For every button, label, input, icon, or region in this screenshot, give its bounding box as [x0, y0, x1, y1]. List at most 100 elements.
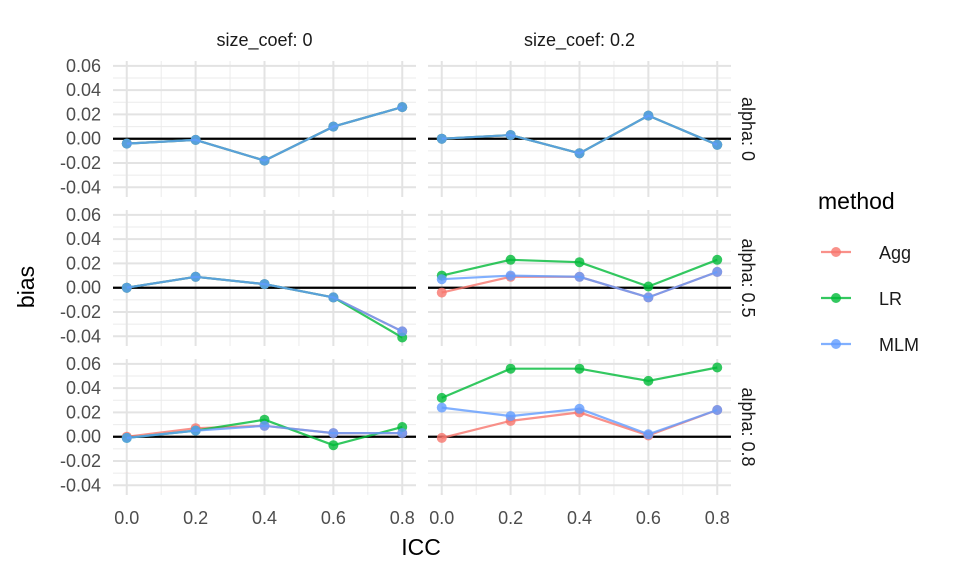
- data-point-mlm: [259, 279, 270, 290]
- data-point-lr: [643, 375, 654, 386]
- facet-row-label: alpha: 0.5: [738, 238, 758, 317]
- data-point-mlm: [574, 148, 585, 159]
- y-tick-label: 0.06: [66, 205, 101, 225]
- data-point-mlm: [574, 403, 585, 414]
- data-point-mlm: [121, 282, 132, 293]
- data-point-mlm: [436, 133, 447, 144]
- y-tick-label: 0.06: [66, 354, 101, 374]
- data-point-mlm: [436, 402, 447, 413]
- data-point-mlm: [328, 121, 339, 132]
- data-point-lr: [505, 254, 516, 265]
- x-axis-title: ICC: [401, 534, 441, 560]
- facet-column-label: size_coef: 0: [216, 30, 312, 51]
- legend-label: Agg: [879, 243, 911, 263]
- legend-item: Agg: [821, 243, 911, 263]
- x-tick-label: 0.6: [636, 508, 661, 528]
- data-point-lr: [574, 363, 585, 374]
- data-point-mlm: [712, 405, 723, 415]
- panel-series-group: [436, 254, 723, 303]
- legend-title: method: [818, 188, 895, 214]
- panel: [428, 210, 731, 346]
- data-point-mlm: [121, 138, 132, 149]
- panel: [428, 61, 731, 197]
- legend-label: LR: [879, 289, 902, 309]
- data-point-lr: [574, 257, 585, 268]
- data-point-lr: [712, 254, 723, 265]
- y-tick-label: 0.00: [66, 427, 101, 447]
- y-tick-label: 0.00: [66, 129, 101, 149]
- data-point-lr: [643, 281, 654, 292]
- y-tick-label: 0.04: [66, 378, 101, 398]
- legend-key-point: [831, 247, 841, 257]
- legend-label: MLM: [879, 335, 919, 355]
- facet-row-label: alpha: 0: [738, 97, 758, 161]
- data-point-mlm: [190, 425, 201, 436]
- y-tick-label: 0.04: [66, 80, 101, 100]
- data-point-mlm: [505, 411, 516, 422]
- y-tick-label: -0.04: [60, 177, 101, 197]
- data-point-lr: [505, 363, 516, 374]
- panel-series-group: [436, 110, 723, 159]
- y-tick-label: 0.02: [66, 402, 101, 422]
- y-tick-label: -0.02: [60, 302, 101, 322]
- data-point-mlm: [643, 110, 654, 121]
- legend-item: MLM: [821, 335, 919, 355]
- data-point-mlm: [397, 428, 408, 439]
- x-tick-label: 0.4: [252, 508, 277, 528]
- y-axis-title: bias: [13, 266, 39, 308]
- panel-series-group: [121, 271, 408, 343]
- data-point-mlm: [574, 271, 585, 282]
- panels: -0.04-0.020.000.020.040.06-0.04-0.020.00…: [60, 30, 758, 528]
- x-tick-label: 0.6: [321, 508, 346, 528]
- data-point-mlm: [328, 292, 339, 303]
- x-tick-label: 0.0: [429, 508, 454, 528]
- y-tick-label: 0.00: [66, 278, 101, 298]
- data-point-mlm: [121, 432, 132, 443]
- legend-key-point: [831, 293, 841, 303]
- data-point-mlm: [643, 429, 654, 440]
- data-point-lr: [712, 362, 723, 373]
- data-point-agg: [436, 432, 447, 443]
- y-tick-label: 0.04: [66, 229, 101, 249]
- data-point-mlm: [190, 134, 201, 145]
- x-tick-label: 0.4: [567, 508, 592, 528]
- y-tick-label: 0.02: [66, 253, 101, 273]
- data-point-mlm: [643, 292, 654, 303]
- data-point-agg: [436, 287, 447, 298]
- data-point-lr: [328, 440, 339, 451]
- legend: method Agg LR MLM: [818, 188, 919, 355]
- data-point-mlm: [505, 130, 516, 141]
- panel-series-group: [121, 102, 408, 166]
- legend-key-point: [831, 339, 841, 349]
- data-point-mlm: [436, 274, 447, 285]
- y-tick-label: -0.02: [60, 153, 101, 173]
- panel-series-group: [436, 362, 723, 443]
- y-tick-label: -0.04: [60, 475, 101, 495]
- panel: [113, 210, 416, 346]
- legend-item: LR: [821, 289, 902, 309]
- data-point-mlm: [712, 266, 723, 277]
- y-tick-label: 0.06: [66, 56, 101, 76]
- panel: [113, 359, 416, 495]
- x-tick-label: 0.8: [705, 508, 730, 528]
- panel-series-group: [121, 414, 408, 451]
- data-point-mlm: [190, 271, 201, 282]
- data-point-mlm: [397, 102, 408, 113]
- data-point-mlm: [259, 420, 270, 431]
- panel: [113, 61, 416, 197]
- data-point-mlm: [712, 139, 723, 150]
- x-tick-label: 0.0: [114, 508, 139, 528]
- x-tick-label: 0.2: [183, 508, 208, 528]
- data-point-mlm: [397, 326, 408, 337]
- data-point-mlm: [259, 155, 270, 166]
- x-tick-label: 0.8: [390, 508, 415, 528]
- facet-row-label: alpha: 0.8: [738, 387, 758, 466]
- facet-column-label: size_coef: 0.2: [524, 30, 635, 51]
- data-point-lr: [436, 392, 447, 403]
- y-tick-label: -0.04: [60, 326, 101, 346]
- data-point-mlm: [505, 270, 516, 281]
- y-tick-label: -0.02: [60, 451, 101, 471]
- panel: [428, 359, 731, 495]
- data-point-mlm: [328, 428, 339, 439]
